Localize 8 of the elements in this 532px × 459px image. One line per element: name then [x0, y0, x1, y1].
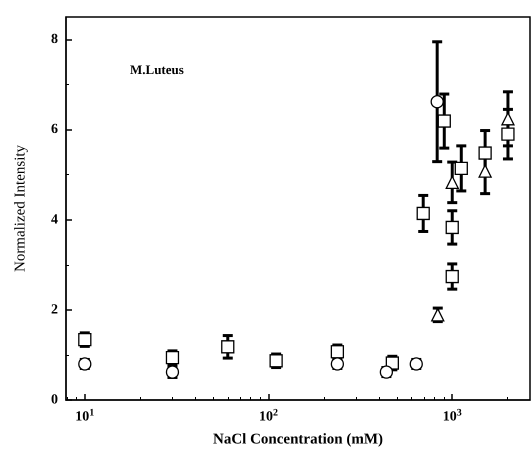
- y-tick-label: 6: [51, 122, 58, 138]
- y-axis-title: Normalized Intensity: [12, 144, 28, 272]
- y-tick-label: 2: [51, 302, 58, 318]
- annotation: M.Luteus: [130, 62, 184, 77]
- y-tick-label: 8: [51, 32, 58, 48]
- x-axis-title: NaCl Concentration (mM): [213, 432, 383, 448]
- y-tick-label: 0: [51, 392, 58, 408]
- y-tick-label: 4: [51, 212, 58, 228]
